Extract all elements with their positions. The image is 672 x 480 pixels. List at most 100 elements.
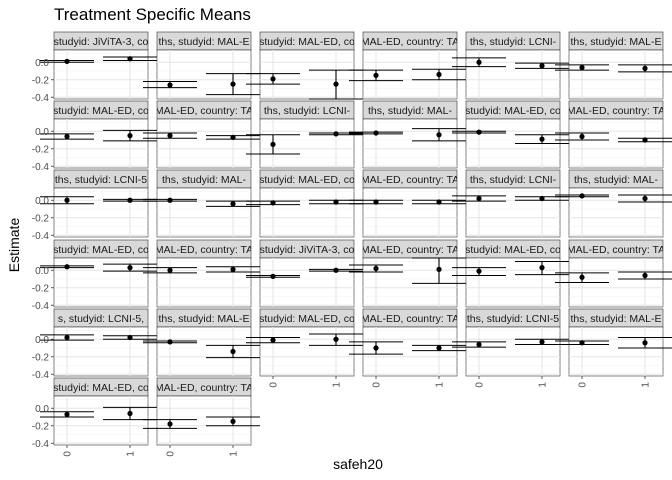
estimate-point	[230, 266, 236, 272]
facet-label: ths, studyid: LCNI-5	[467, 313, 559, 325]
panel-background	[156, 49, 252, 100]
estimate-point	[270, 273, 276, 279]
estimate-point	[64, 334, 70, 341]
y-tick-label: 0.0	[35, 58, 49, 69]
estimate-point	[476, 195, 482, 202]
panel-background	[259, 49, 355, 100]
estimate-point	[579, 64, 585, 71]
estimate-point	[167, 267, 173, 273]
estimate-point	[579, 274, 585, 280]
estimate-point	[230, 201, 236, 207]
facet-label: ths, studyid: MAL-E	[158, 36, 249, 48]
facet-label: studyid: MAL-ED, co	[259, 313, 355, 325]
facet-panel: ths, studyid: MAL-E	[555, 31, 672, 100]
estimate-point	[373, 130, 379, 136]
panel-background	[259, 118, 355, 169]
facet-panel: ths, studyid: LCNI-	[452, 31, 569, 100]
panel-background	[465, 257, 561, 308]
estimate-point	[539, 339, 545, 345]
facet-panel: ths, studyid: MAL-	[555, 169, 672, 238]
y-tick-label: -0.2	[32, 144, 50, 155]
facet-panel: studyid: MAL-ED, co 0.0 -0.2 -0.4	[32, 100, 157, 173]
facet-panel: ths, studyid: LCNI-	[246, 100, 363, 169]
facet-panel: studyid: JiViTA-3, co 0.0 -0.2 -0.4	[32, 31, 157, 104]
estimate-point	[270, 141, 276, 147]
x-tick-label: 1	[641, 382, 652, 388]
facet-label: ths, studyid: LCNI-	[470, 36, 557, 48]
panel-background	[156, 326, 252, 377]
panel-background	[259, 187, 355, 238]
estimate-point	[167, 82, 173, 88]
panel-background	[362, 257, 458, 308]
panel-background	[53, 395, 149, 446]
x-axis-title: safeh20	[333, 456, 383, 472]
facet-label: ths, studyid: MAL-	[162, 174, 247, 186]
y-tick-label: 0.0	[35, 127, 49, 138]
estimate-point	[64, 133, 70, 140]
facet-panel: studyid: MAL-ED, co	[246, 31, 363, 100]
y-tick-label: -0.2	[32, 421, 50, 432]
facet-panel: MAL-ED, country: TA	[143, 100, 260, 169]
estimate-point	[476, 129, 482, 135]
y-tick-label: -0.4	[32, 93, 50, 104]
facet-panel: studyid: MAL-ED, co 0 1	[246, 308, 363, 388]
panel-background	[362, 326, 458, 377]
x-tick-label: 1	[538, 382, 549, 388]
estimate-point	[436, 266, 442, 272]
estimate-point	[230, 81, 236, 87]
facet-label: studyid: MAL-ED, co	[259, 174, 355, 186]
x-tick-label: 1	[435, 382, 446, 388]
facet-label: MAL-ED, country: TA	[361, 244, 459, 256]
panel-background	[465, 326, 561, 377]
facet-panel: ths, studyid: LCNI-5 0.0 -0.2 -0.4	[32, 169, 157, 242]
estimate-point	[642, 195, 648, 202]
estimate-point	[230, 348, 236, 355]
estimate-point	[539, 136, 545, 142]
estimate-point	[539, 63, 545, 69]
estimate-point	[64, 264, 70, 270]
estimate-point	[333, 267, 339, 273]
estimate-point	[579, 340, 585, 346]
facet-label: studyid: MAL-ED, co	[53, 105, 149, 117]
estimate-point	[64, 197, 70, 203]
estimate-point	[127, 410, 133, 417]
facet-label: MAL-ED, country: TA	[361, 313, 459, 325]
estimate-point	[642, 65, 648, 71]
panel-background	[362, 187, 458, 238]
estimate-point	[642, 340, 648, 346]
facet-panel: studyid: MAL-ED, co	[452, 100, 569, 169]
panel-background	[156, 395, 252, 446]
y-tick-label: -0.4	[32, 370, 50, 381]
y-tick-label: -0.2	[32, 213, 50, 224]
facet-panel: MAL-ED, country: TA	[349, 239, 466, 308]
estimate-point	[333, 131, 339, 137]
facet-label: MAL-ED, country: TA	[567, 105, 665, 117]
estimate-point	[579, 133, 585, 140]
panel-background	[53, 118, 149, 169]
x-tick-label: 0	[578, 382, 589, 388]
estimate-point	[539, 265, 545, 271]
panel-background	[53, 187, 149, 238]
facet-label: ths, studyid: LCNI-	[470, 174, 557, 186]
panel-background	[156, 118, 252, 169]
facet-label: ths, studyid: MAL-	[368, 105, 453, 117]
estimate-point	[167, 339, 173, 345]
facet-label: studyid: MAL-ED, co	[259, 36, 355, 48]
estimate-point	[579, 193, 585, 199]
estimate-point	[436, 132, 442, 138]
y-tick-label: -0.2	[32, 352, 50, 363]
y-tick-label: 0.0	[35, 266, 49, 277]
estimate-point	[333, 81, 339, 87]
facet-label: studyid: JiViTA-3, co	[54, 36, 149, 48]
facet-label: MAL-ED, country: TA	[361, 36, 459, 48]
estimate-point	[270, 337, 276, 343]
estimate-point	[64, 411, 70, 417]
facet-label: s, studyid: LCNI-5,	[58, 313, 144, 325]
facet-panel: ths, studyid: MAL-E 0 1	[555, 308, 672, 388]
panel-background	[156, 257, 252, 308]
facet-label: MAL-ED, country: TA	[155, 382, 253, 394]
y-tick-label: -0.4	[32, 301, 50, 312]
estimate-point	[167, 197, 173, 203]
estimate-point	[373, 199, 379, 205]
estimate-point	[270, 200, 276, 206]
